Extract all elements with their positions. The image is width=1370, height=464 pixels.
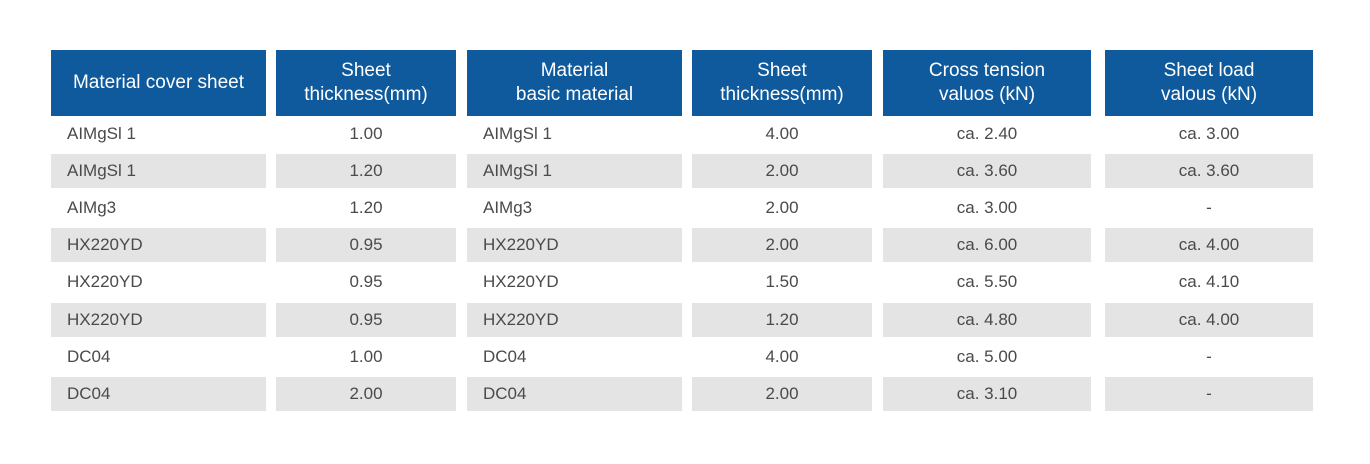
table-cell-material-cover-sheet: HX220YD: [67, 272, 143, 291]
table-cell-sheet-load-value: ca. 3.00: [1178, 124, 1240, 143]
table-cell-cover-sheet-thickness: 1.20: [276, 154, 456, 188]
table-cell-cover-sheet-thickness: 1.20: [349, 198, 383, 217]
table-cell-basic-sheet-thickness: 4.00: [765, 124, 799, 143]
table-cell-basic-sheet-thickness: 2.00: [765, 198, 799, 217]
table-cell-material-basic-material: HX220YD: [483, 272, 559, 291]
table-cell-sheet-load-value: ca. 4.00: [1105, 228, 1313, 262]
table-cell-cross-tension-value: ca. 5.50: [956, 272, 1018, 291]
table-cell-material-cover-sheet: HX220YD: [51, 228, 266, 262]
table-cell-cross-tension-value: ca. 5.00: [956, 347, 1018, 366]
table-cell-basic-sheet-thickness: 2.00: [692, 377, 872, 411]
table-cell-cover-sheet-thickness: 0.95: [276, 228, 456, 262]
table-cell-material-basic-material: DC04: [483, 347, 527, 366]
table-cell-cross-tension-value: ca. 3.60: [883, 154, 1091, 188]
table-cell-basic-sheet-thickness: 4.00: [765, 347, 799, 366]
table-cell-sheet-load-value: ca. 3.60: [1105, 154, 1313, 188]
column-header-material-basic-material: Material basic material: [467, 50, 682, 116]
table-cell-material-cover-sheet: AIMg3: [67, 198, 117, 217]
table-cell-material-cover-sheet: AIMgSl 1: [51, 154, 266, 188]
table-cell-material-basic-material: AIMg3: [483, 198, 533, 217]
table-cell-sheet-load-value: -: [1206, 347, 1212, 366]
column-header-cover-sheet-thickness: Sheet thickness(mm): [276, 50, 456, 116]
table-cell-material-cover-sheet: AIMgSl 1: [67, 124, 136, 143]
table-cell-basic-sheet-thickness: 1.20: [692, 303, 872, 337]
table-cell-material-cover-sheet: DC04: [67, 347, 111, 366]
table-cell-sheet-load-value: -: [1105, 377, 1313, 411]
column-header-sheet-load-value: Sheet load valous (kN): [1105, 50, 1313, 116]
table-cell-material-basic-material: HX220YD: [467, 303, 682, 337]
table-cell-basic-sheet-thickness: 1.50: [765, 272, 799, 291]
table-cell-cover-sheet-thickness: 1.00: [349, 124, 383, 143]
table-cell-cover-sheet-thickness: 2.00: [276, 377, 456, 411]
table-cell-material-basic-material: DC04: [467, 377, 682, 411]
table-cell-cover-sheet-thickness: 1.00: [349, 347, 383, 366]
table-cell-cover-sheet-thickness: 0.95: [276, 303, 456, 337]
table-cell-material-cover-sheet: DC04: [51, 377, 266, 411]
table-cell-basic-sheet-thickness: 2.00: [692, 154, 872, 188]
table-cell-cross-tension-value: ca. 2.40: [956, 124, 1018, 143]
table-cell-cross-tension-value: ca. 3.10: [883, 377, 1091, 411]
table-cell-cross-tension-value: ca. 4.80: [883, 303, 1091, 337]
table-cell-cross-tension-value: ca. 6.00: [883, 228, 1091, 262]
table-cell-material-basic-material: AIMgSl 1: [467, 154, 682, 188]
column-header-basic-sheet-thickness: Sheet thickness(mm): [692, 50, 872, 116]
table-cell-sheet-load-value: ca. 4.00: [1105, 303, 1313, 337]
table-cell-cross-tension-value: ca. 3.00: [956, 198, 1018, 217]
table-cell-sheet-load-value: ca. 4.10: [1178, 272, 1240, 291]
table-cell-material-basic-material: HX220YD: [467, 228, 682, 262]
table-cell-sheet-load-value: -: [1206, 198, 1212, 217]
table-cell-cover-sheet-thickness: 0.95: [349, 272, 383, 291]
column-header-material-cover-sheet: Material cover sheet: [51, 50, 266, 116]
column-header-cross-tension-value: Cross tension valuos (kN): [883, 50, 1091, 116]
table-cell-material-cover-sheet: HX220YD: [51, 303, 266, 337]
table-cell-basic-sheet-thickness: 2.00: [692, 228, 872, 262]
table-cell-material-basic-material: AIMgSl 1: [483, 124, 552, 143]
